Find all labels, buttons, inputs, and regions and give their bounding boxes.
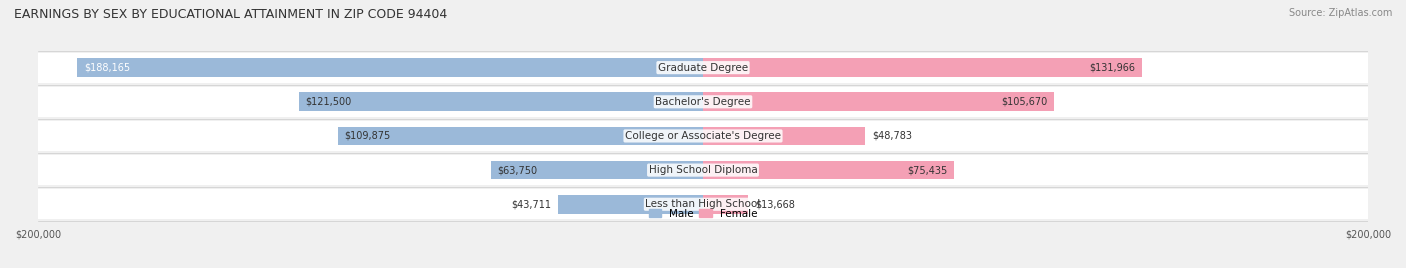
Bar xyxy=(38,53,1368,83)
Bar xyxy=(703,161,953,180)
Bar xyxy=(703,58,1142,77)
Text: $105,670: $105,670 xyxy=(1001,97,1047,107)
Text: Bachelor's Degree: Bachelor's Degree xyxy=(655,97,751,107)
Legend: Male, Female: Male, Female xyxy=(644,205,762,223)
Text: $121,500: $121,500 xyxy=(305,97,352,107)
Bar xyxy=(38,87,1368,117)
Text: College or Associate's Degree: College or Associate's Degree xyxy=(626,131,780,141)
Text: $43,711: $43,711 xyxy=(510,199,551,209)
Bar xyxy=(558,195,703,214)
Bar xyxy=(38,121,1368,151)
Bar xyxy=(703,195,748,214)
Text: $13,668: $13,668 xyxy=(755,199,794,209)
Text: $48,783: $48,783 xyxy=(872,131,912,141)
Text: $63,750: $63,750 xyxy=(498,165,538,175)
Text: $75,435: $75,435 xyxy=(907,165,948,175)
Bar xyxy=(703,126,865,145)
Text: $188,165: $188,165 xyxy=(84,63,131,73)
Text: EARNINGS BY SEX BY EDUCATIONAL ATTAINMENT IN ZIP CODE 94404: EARNINGS BY SEX BY EDUCATIONAL ATTAINMEN… xyxy=(14,8,447,21)
Bar xyxy=(38,155,1368,185)
Text: $109,875: $109,875 xyxy=(344,131,391,141)
Bar xyxy=(703,92,1054,111)
Text: High School Diploma: High School Diploma xyxy=(648,165,758,175)
Bar xyxy=(491,161,703,180)
Text: Graduate Degree: Graduate Degree xyxy=(658,63,748,73)
Bar xyxy=(337,126,703,145)
Bar xyxy=(38,189,1368,219)
Text: Less than High School: Less than High School xyxy=(645,199,761,209)
Bar xyxy=(299,92,703,111)
Text: Source: ZipAtlas.com: Source: ZipAtlas.com xyxy=(1288,8,1392,18)
Bar xyxy=(77,58,703,77)
Text: $131,966: $131,966 xyxy=(1090,63,1135,73)
